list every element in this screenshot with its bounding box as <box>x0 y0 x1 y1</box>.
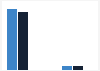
Bar <box>73 66 83 70</box>
Bar <box>8 9 17 70</box>
Bar <box>62 66 72 70</box>
Bar <box>18 12 28 70</box>
